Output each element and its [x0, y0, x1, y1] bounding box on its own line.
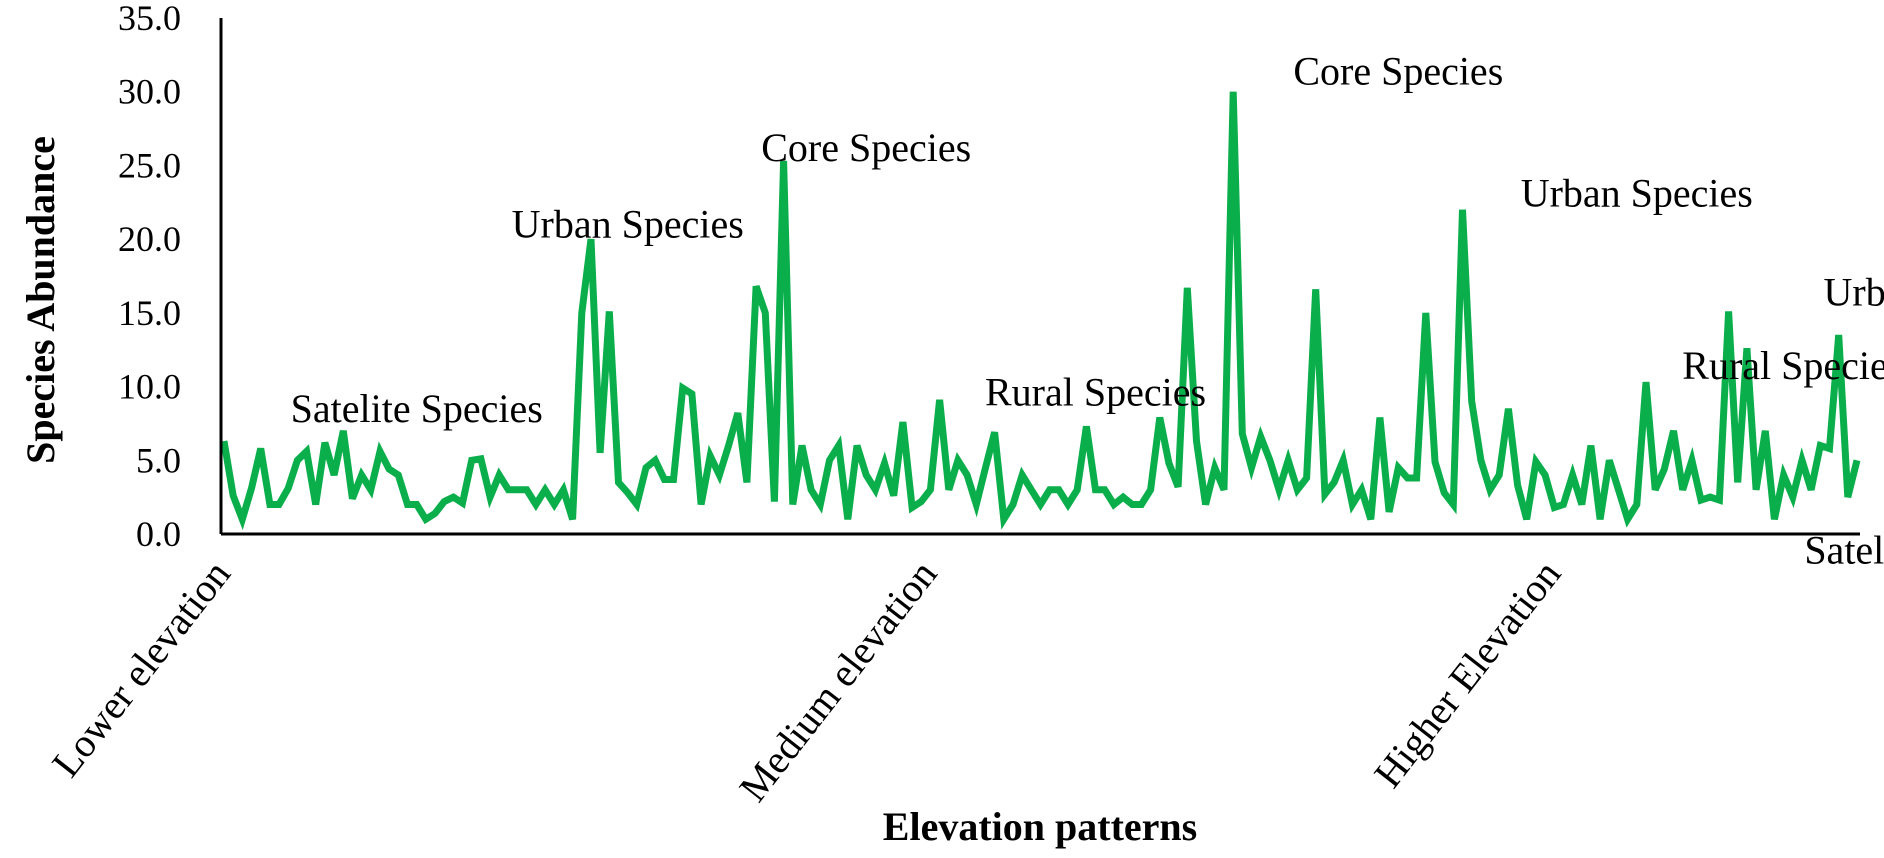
y-tick-label: 0.0 — [136, 514, 181, 554]
annotation-label: Urban Species — [1521, 171, 1753, 216]
annotation-label: Rural Species — [1682, 343, 1884, 388]
y-tick-label: 5.0 — [136, 440, 181, 480]
species-abundance-line — [220, 91, 1861, 531]
x-axis-title: Elevation patterns — [883, 804, 1197, 849]
x-category-label: Medium elevation — [730, 552, 945, 810]
y-axis-title: Species Abundance — [18, 136, 63, 464]
y-tick-label: 20.0 — [118, 219, 181, 259]
y-tick-label: 35.0 — [118, 0, 181, 38]
x-axis-category-labels: Lower elevation Medium elevation Higher El… — [43, 552, 1569, 810]
annotation-label: Satelite Species — [1804, 528, 1884, 573]
x-category-label: Lower elevation — [43, 552, 239, 785]
annotation-label: Core Species — [761, 125, 971, 170]
annotation-label: Satelite Species — [291, 386, 543, 431]
x-category-label: Higher Elevation — [1365, 552, 1569, 796]
annotation-label: Core Species — [1293, 48, 1503, 93]
y-tick-label: 10.0 — [118, 367, 181, 407]
y-axis-ticks: 0.0 5.0 10.0 15.0 20.0 25.0 30.0 35.0 — [118, 0, 181, 554]
annotation-label: Rural Species — [985, 370, 1206, 415]
annotation-label: Urban Species — [1824, 270, 1884, 315]
y-tick-label: 15.0 — [118, 293, 181, 333]
annotation-label: Urban Species — [512, 202, 744, 247]
y-tick-label: 25.0 — [118, 145, 181, 185]
annotations: Satelite Species Urban Species Core Specie… — [291, 48, 1884, 572]
y-tick-label: 30.0 — [118, 72, 181, 112]
